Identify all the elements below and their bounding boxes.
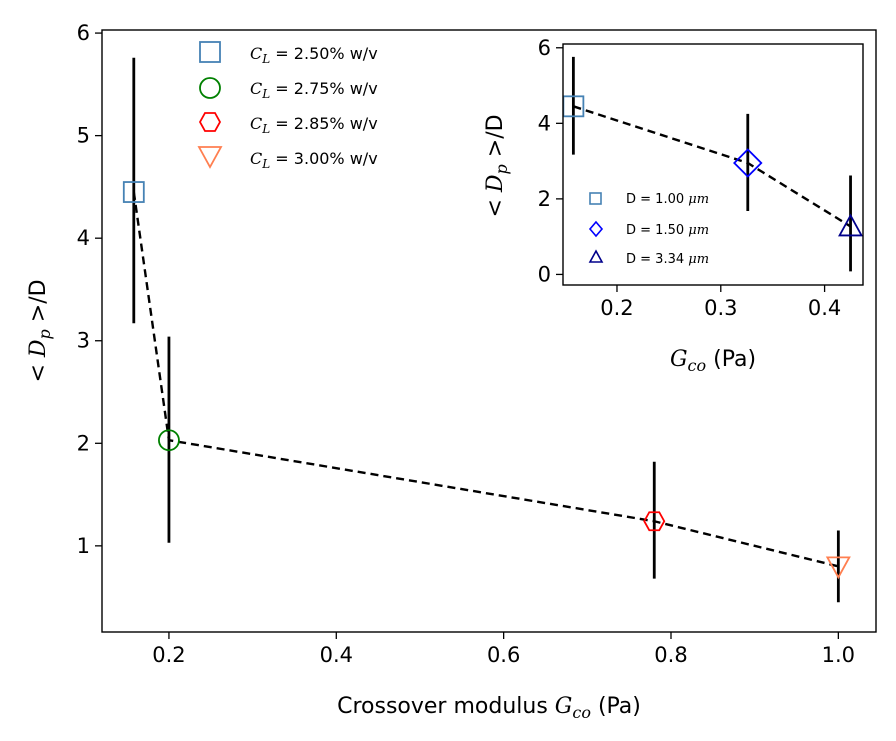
- y-tick-label: 5: [77, 124, 90, 148]
- inset-background: [563, 44, 863, 285]
- x-tick-label: 0.2: [600, 296, 633, 320]
- y-tick-label: 3: [77, 329, 90, 353]
- y-tick-label: 0: [538, 262, 551, 286]
- legend-label: CL = 2.85% w/v: [250, 114, 378, 136]
- legend-marker-square: [199, 41, 221, 63]
- y-tick-label: 2: [538, 187, 551, 211]
- main-y-axis-label: < Dp >/D: [26, 279, 54, 382]
- series-connecting-line: [132, 191, 839, 568]
- x-tick-label: 0.4: [320, 643, 353, 667]
- main-legend: CL = 2.50% w/v CL = 2.75% w/v CL = 2.85%…: [197, 41, 378, 171]
- legend-entry: D = 1.50 μm: [588, 220, 709, 238]
- legend-label: CL = 2.75% w/v: [250, 79, 378, 101]
- data-point-triangle-up: [838, 213, 864, 237]
- legend-label: D = 1.00 μm: [626, 192, 709, 207]
- legend-entry: CL = 2.50% w/v: [199, 41, 378, 66]
- x-tick-label: 0.2: [152, 643, 185, 667]
- x-tick-label: 0.3: [704, 296, 737, 320]
- main-axes-frame: [101, 29, 877, 633]
- inset-y-axis-label: < Dp >/D: [483, 114, 511, 217]
- legend-marker-square: [589, 192, 602, 205]
- data-point-hexagon: [643, 511, 666, 532]
- y-tick-label: 6: [538, 36, 551, 60]
- legend-entry: CL = 2.85% w/v: [198, 112, 378, 136]
- main-errorbar-group: [132, 57, 840, 603]
- main-plot: 0.2 0.4 0.6 0.8 1.0 1 2 3 4 5 6 Crossover modulus…: [26, 21, 877, 722]
- legend-marker-triangle-down: [197, 146, 223, 169]
- legend-marker-diamond: [588, 220, 604, 238]
- legend-entry: D = 3.34 μm: [588, 249, 709, 267]
- x-tick-label: 0.4: [808, 296, 841, 320]
- inset-plot: 0.2 0.3 0.4 0 2 4 6 Gco (Pa) < Dp >/D D = 1.0…: [483, 36, 864, 375]
- data-point-circle: [158, 429, 180, 452]
- y-tick-label: 4: [77, 226, 90, 250]
- y-tick-label: 6: [77, 21, 90, 45]
- legend-label: CL = 2.50% w/v: [250, 44, 378, 66]
- data-point-triangle-down: [825, 556, 851, 580]
- x-tick-label: 0.6: [487, 643, 520, 667]
- x-tick-label: 0.8: [654, 643, 687, 667]
- inset-x-axis-label: Gco (Pa): [670, 347, 756, 375]
- legend-marker-hexagon: [198, 112, 222, 132]
- y-tick-label: 4: [538, 111, 551, 135]
- legend-entry: CL = 3.00% w/v: [197, 146, 378, 171]
- legend-label: CL = 3.00% w/v: [250, 149, 378, 171]
- legend-marker-triangle-up: [588, 249, 604, 263]
- legend-entry: CL = 2.75% w/v: [199, 77, 378, 101]
- legend-marker-circle: [199, 77, 221, 99]
- inset-legend: D = 1.00 μm D = 1.50 μm D = 3.34 μm: [588, 192, 709, 267]
- data-point-diamond: [733, 148, 763, 178]
- main-x-axis-label: Crossover modulus Gco (Pa): [337, 694, 641, 722]
- inset-y-ticks: 0 2 4 6: [538, 36, 563, 286]
- y-tick-label: 1: [77, 534, 90, 558]
- data-point-square: [122, 181, 145, 203]
- legend-entry: D = 1.00 μm: [589, 192, 709, 207]
- y-tick-label: 2: [77, 431, 90, 455]
- legend-label: D = 3.34 μm: [626, 252, 709, 267]
- x-tick-label: 1.0: [822, 643, 855, 667]
- inset-axes-frame: [562, 43, 864, 286]
- legend-label: D = 1.50 μm: [626, 223, 709, 238]
- main-marker-group: [122, 181, 851, 580]
- inset-x-ticks: 0.2 0.3 0.4: [600, 285, 841, 320]
- inset-errorbar-group: [571, 56, 852, 272]
- main-connecting-line-group: [132, 191, 839, 568]
- main-x-ticks: 0.2 0.4 0.6 0.8 1.0: [152, 632, 855, 667]
- main-y-ticks: 1 2 3 4 5 6: [77, 21, 102, 558]
